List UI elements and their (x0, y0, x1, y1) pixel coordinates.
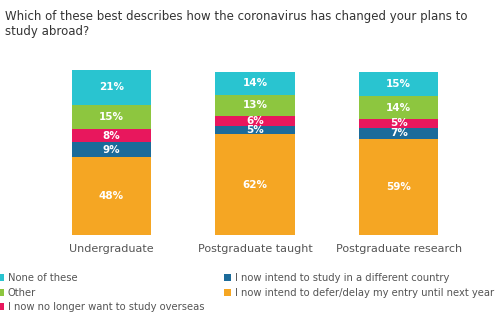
Bar (359, 139, 438, 235)
Bar (72, 142, 151, 157)
Bar (359, 96, 438, 119)
Text: 14%: 14% (386, 103, 411, 113)
Bar (216, 126, 294, 134)
Text: 48%: 48% (98, 191, 124, 201)
Text: 6%: 6% (246, 116, 264, 126)
Text: 14%: 14% (242, 78, 268, 88)
Text: 7%: 7% (390, 128, 407, 138)
Text: 5%: 5% (390, 118, 407, 129)
Text: Which of these best describes how the coronavirus has changed your plans to stud: Which of these best describes how the co… (5, 10, 468, 38)
Text: 62%: 62% (242, 180, 268, 190)
Text: 15%: 15% (99, 112, 124, 122)
Text: 13%: 13% (242, 100, 268, 111)
Bar (359, 72, 438, 96)
Text: 9%: 9% (102, 145, 120, 155)
Text: 8%: 8% (102, 131, 120, 141)
Bar (359, 119, 438, 128)
Bar (72, 129, 151, 142)
Legend: None of these, Other, I now no longer want to study overseas, I now intend to st: None of these, Other, I now no longer wa… (0, 273, 494, 312)
Bar (216, 72, 294, 95)
Bar (72, 70, 151, 105)
Text: 15%: 15% (386, 79, 411, 89)
Bar (216, 116, 294, 126)
Bar (216, 134, 294, 235)
Text: 5%: 5% (246, 125, 264, 135)
Bar (72, 105, 151, 129)
Text: 21%: 21% (99, 82, 124, 93)
Bar (72, 157, 151, 235)
Bar (359, 128, 438, 139)
Text: 59%: 59% (386, 182, 411, 192)
Bar (216, 95, 294, 116)
